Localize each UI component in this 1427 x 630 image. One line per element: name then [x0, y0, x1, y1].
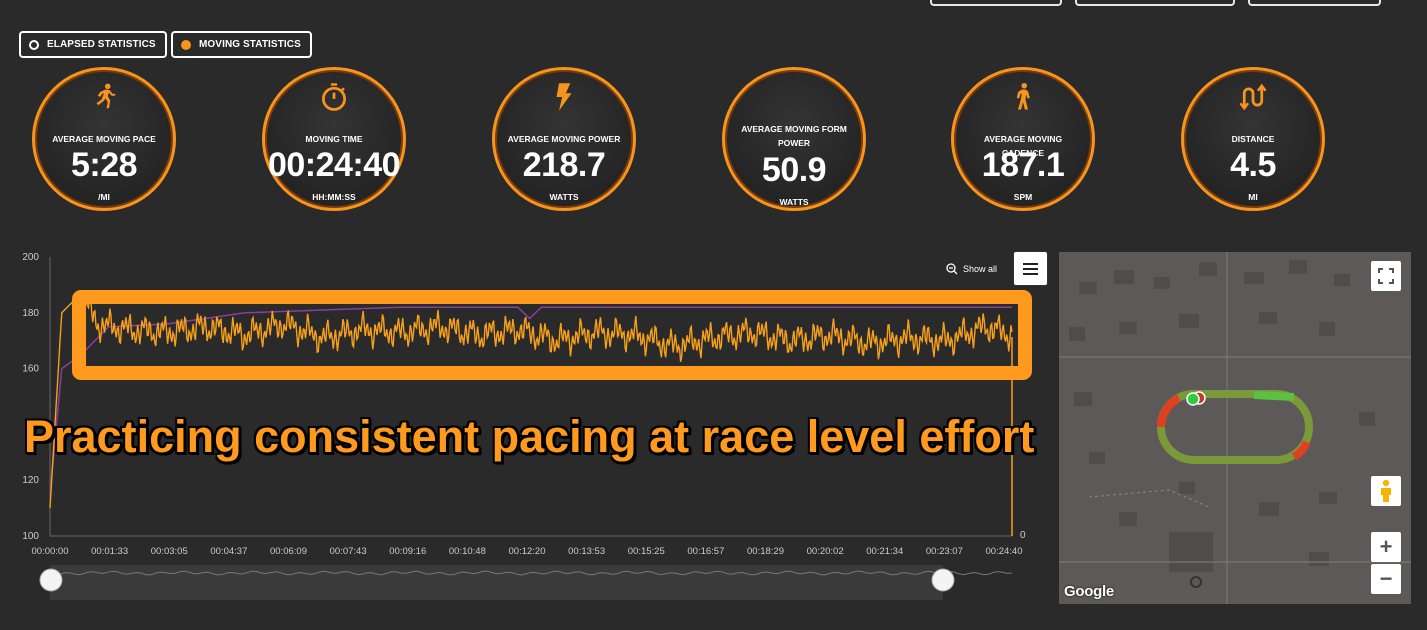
x-tick-label: 00:20:02: [807, 546, 844, 557]
zoom-in-button[interactable]: +: [1371, 532, 1401, 562]
walking-icon: [954, 82, 1092, 112]
stat-average-moving-pace: AVERAGE MOVING PACE 5:28 /MI: [32, 67, 176, 211]
radio-filled-icon: [181, 39, 191, 50]
x-tick-label: 00:15:25: [628, 546, 665, 557]
show-all-button[interactable]: Show all: [946, 263, 997, 275]
x-tick-label: 00:03:05: [151, 546, 188, 557]
map-canvas: [1059, 252, 1411, 604]
x-tick-label: 00:06:09: [270, 546, 307, 557]
top-button-2[interactable]: [1075, 0, 1235, 6]
route-map[interactable]: + − Google: [1059, 252, 1411, 604]
x-tick-label: 00:00:00: [32, 546, 69, 557]
hamburger-icon: [1023, 262, 1038, 265]
toggle-label: ELAPSED STATISTICS: [47, 39, 156, 50]
top-button-1[interactable]: [930, 0, 1062, 6]
x-tick-label: 00:01:33: [91, 546, 128, 557]
navigator-background: [50, 565, 943, 600]
highlight-box: [72, 290, 1032, 380]
stat-label: AVERAGE MOVING POWER: [507, 134, 621, 144]
stat-label: DISTANCE: [1231, 134, 1275, 144]
y-tick-label: 200: [22, 252, 39, 263]
lightning-icon: [495, 82, 633, 112]
stat-value: 50.9: [761, 151, 827, 189]
x-tick-label: 00:16:57: [687, 546, 724, 557]
x-tick-label: 00:21:34: [866, 546, 903, 557]
hamburger-icon-line: [1023, 272, 1038, 275]
stat-average-moving-cadence: AVERAGE MOVING CADENCE 187.1 SPM: [951, 67, 1095, 211]
pegman-icon: [1381, 479, 1391, 502]
y-tick-label: 180: [22, 308, 39, 319]
stat-unit: SPM: [1013, 192, 1033, 202]
radio-empty-icon: [29, 39, 39, 50]
running-icon: [35, 82, 173, 112]
stat-unit: WATTS: [549, 192, 579, 202]
y-tick-label: 120: [22, 475, 39, 486]
show-all-label: Show all: [963, 264, 998, 274]
elapsed-statistics-toggle[interactable]: ELAPSED STATISTICS: [19, 31, 167, 58]
stat-value: 5:28: [70, 146, 138, 184]
stat-unit: MI: [1248, 192, 1258, 202]
overlay-caption: Practicing consistent pacing at race lev…: [24, 411, 1035, 462]
navigator-left-handle[interactable]: [39, 568, 63, 592]
x-tick-label: 00:07:43: [330, 546, 367, 557]
toggle-label: MOVING STATISTICS: [199, 39, 301, 50]
stat-average-moving-power: AVERAGE MOVING POWER 218.7 WATTS: [492, 67, 636, 211]
stopwatch-icon: [265, 82, 403, 112]
stat-value: 4.5: [1230, 146, 1276, 184]
x-tick-label: 00:13:53: [568, 546, 605, 557]
stat-label: AVERAGE MOVING CADENCE: [983, 134, 1063, 158]
stat-moving-time: MOVING TIME 00:24:40 HH:MM:SS: [262, 67, 406, 211]
x-tick-label: 00:04:37: [210, 546, 247, 557]
distance-arrows-icon: [1184, 82, 1322, 112]
y-tick-label: 160: [22, 364, 39, 375]
top-button-3[interactable]: [1248, 0, 1381, 6]
cadence-chart[interactable]: 200 180 160 120 100 0 00:00:00 00:01:33 00:03:05…: [0, 240, 1050, 610]
fullscreen-icon: [1378, 268, 1394, 284]
x-tick-label: 00:10:48: [449, 546, 486, 557]
stat-unit: /MI: [98, 192, 110, 202]
y-tick-label: 100: [22, 531, 39, 542]
stat-value: 187.1: [981, 146, 1065, 184]
x-tick-label: 00:23:07: [926, 546, 963, 557]
fullscreen-button[interactable]: [1371, 261, 1401, 291]
stat-unit: HH:MM:SS: [312, 192, 356, 202]
stat-average-moving-form-power: AVERAGE MOVING FORM POWER 50.9 WATTS: [722, 67, 866, 211]
stat-value: 00:24:40: [267, 146, 401, 184]
x-tick-label: 00:18:29: [747, 546, 784, 557]
stat-distance: DISTANCE 4.5 MI: [1181, 67, 1325, 211]
zoom-out-icon: [946, 263, 958, 275]
stat-unit: WATTS: [779, 197, 809, 207]
x-tick-label: 00:24:40: [986, 546, 1023, 557]
right-tick-label: 0: [1020, 530, 1026, 541]
navigator-right-handle[interactable]: [931, 568, 955, 592]
stat-label: MOVING TIME: [305, 134, 363, 144]
x-tick-label: 00:09:16: [389, 546, 426, 557]
zoom-out-button[interactable]: −: [1371, 564, 1401, 594]
series-secondary-line: [49, 306, 1012, 495]
series-cadence-line: [49, 292, 1013, 509]
stat-label: AVERAGE MOVING FORM POWER: [741, 124, 847, 148]
x-tick-label: 00:12:20: [509, 546, 546, 557]
google-attribution: Google: [1064, 583, 1114, 600]
hamburger-icon-line: [1023, 267, 1038, 270]
navigator-series: [49, 570, 1013, 576]
moving-statistics-toggle[interactable]: MOVING STATISTICS: [171, 31, 312, 58]
stat-value: 218.7: [522, 146, 606, 184]
chart-menu-button[interactable]: [1013, 251, 1048, 286]
stat-label: AVERAGE MOVING PACE: [52, 134, 156, 144]
street-view-button[interactable]: [1371, 476, 1401, 506]
